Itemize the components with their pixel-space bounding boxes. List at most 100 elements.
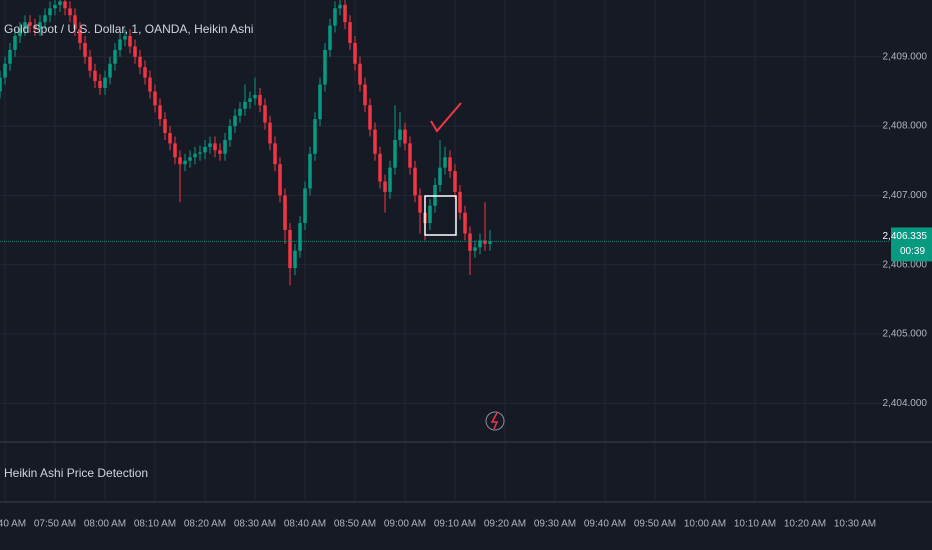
- candle-body: [238, 108, 242, 116]
- candle-body: [53, 4, 57, 9]
- y-tick-label: 2,406.000: [883, 259, 928, 270]
- candle-body: [373, 129, 377, 154]
- check-mark: [430, 102, 462, 133]
- candle-body: [198, 152, 202, 154]
- x-tick-label: 08:20 AM: [184, 519, 226, 530]
- candle-body: [158, 105, 162, 120]
- candle-body: [473, 247, 477, 251]
- x-tick-label: 08:30 AM: [234, 519, 276, 530]
- candle-body: [153, 91, 157, 106]
- candle-body: [163, 119, 167, 134]
- candle-body: [278, 164, 282, 196]
- candle-body: [288, 230, 292, 269]
- x-tick-label: 10:20 AM: [784, 519, 826, 530]
- candle-body: [68, 8, 72, 16]
- candle-body: [88, 56, 92, 71]
- candle-body: [478, 240, 482, 248]
- price-label-box: [891, 227, 932, 262]
- candle-body: [448, 157, 452, 172]
- candle-body: [183, 160, 187, 165]
- candle-body: [363, 84, 367, 106]
- candle-body: [118, 39, 122, 50]
- candle-body: [253, 94, 257, 99]
- x-tick-label: 10:30 AM: [834, 519, 876, 530]
- candle-body: [358, 63, 362, 85]
- candle-body: [58, 1, 62, 5]
- x-tick-label: 10:10 AM: [734, 519, 776, 530]
- y-tick-label: 2,409.000: [883, 51, 928, 62]
- x-tick-label: 08:40 AM: [284, 519, 326, 530]
- candle-body: [403, 129, 407, 144]
- candle-body: [468, 233, 472, 251]
- candle-body: [343, 4, 347, 23]
- candles: [0, 0, 492, 286]
- candle-body: [3, 63, 7, 78]
- candle-body: [213, 143, 217, 151]
- x-tick-label: 08:50 AM: [334, 519, 376, 530]
- candle-body: [0, 77, 2, 92]
- candle-body: [108, 63, 112, 78]
- candle-body: [233, 115, 237, 127]
- y-tick-label: 2,405.000: [883, 329, 928, 340]
- candle-body: [248, 98, 252, 102]
- candle-body: [168, 133, 172, 144]
- x-tick-label: 07:40 AM: [0, 519, 26, 530]
- candle-body: [443, 157, 447, 168]
- candle-body: [283, 195, 287, 231]
- candle-body: [318, 84, 322, 120]
- candle-body: [193, 153, 197, 158]
- candle-body: [388, 167, 392, 192]
- candle-body: [438, 167, 442, 185]
- x-tick-label: 09:40 AM: [584, 519, 626, 530]
- candle-body: [13, 36, 17, 50]
- candle-body: [208, 143, 212, 147]
- candle-body: [123, 36, 127, 40]
- y-tick-label: 2,407.000: [883, 190, 928, 201]
- candle-body: [73, 15, 77, 30]
- candle-body: [18, 29, 22, 37]
- candle-body: [298, 223, 302, 251]
- x-tick-label: 09:10 AM: [434, 519, 476, 530]
- candle-body: [393, 139, 397, 168]
- candle-body: [243, 101, 247, 109]
- axes: 2,404.000 2,405.000 2,406.000 2,407.000 2,40…: [0, 51, 932, 530]
- candle-body: [93, 70, 97, 82]
- y-tick-label: 2,404.000: [883, 398, 928, 409]
- candle-body: [23, 22, 27, 30]
- candle-body: [228, 126, 232, 140]
- candle-body: [38, 22, 42, 30]
- candle-body: [63, 1, 67, 9]
- x-tick-label: 09:20 AM: [484, 519, 526, 530]
- candle-body: [383, 181, 387, 192]
- candle-body: [413, 167, 417, 196]
- candle-body: [378, 153, 382, 182]
- candle-body: [323, 49, 327, 85]
- candle-body: [273, 143, 277, 165]
- candle-body: [83, 42, 87, 57]
- candle-body: [128, 36, 132, 47]
- y-tick-label: 2,408.000: [883, 121, 928, 132]
- candle-body: [333, 8, 337, 26]
- candle-body: [133, 46, 137, 57]
- candle-body: [223, 139, 227, 154]
- x-tick-label: 07:50 AM: [34, 519, 76, 530]
- candle-body: [218, 150, 222, 154]
- candle-body: [353, 42, 357, 64]
- highlight-box: [424, 195, 457, 236]
- candle-body: [188, 157, 192, 161]
- price-label: 2,406.335: [883, 231, 928, 242]
- candle-body: [173, 143, 177, 158]
- candle-body: [458, 191, 462, 213]
- alert-icon[interactable]: [485, 411, 505, 431]
- candle-body: [138, 56, 142, 68]
- candle-body: [28, 22, 32, 26]
- candle-body: [418, 195, 422, 213]
- candle-body: [428, 205, 432, 224]
- candle-body: [368, 105, 372, 130]
- candle-body: [408, 143, 412, 168]
- chart-title: Gold Spot / U.S. Dollar, 1, OANDA, Heiki…: [4, 22, 253, 36]
- candle-body: [463, 212, 467, 234]
- candle-body: [398, 129, 402, 140]
- candle-body: [258, 94, 262, 106]
